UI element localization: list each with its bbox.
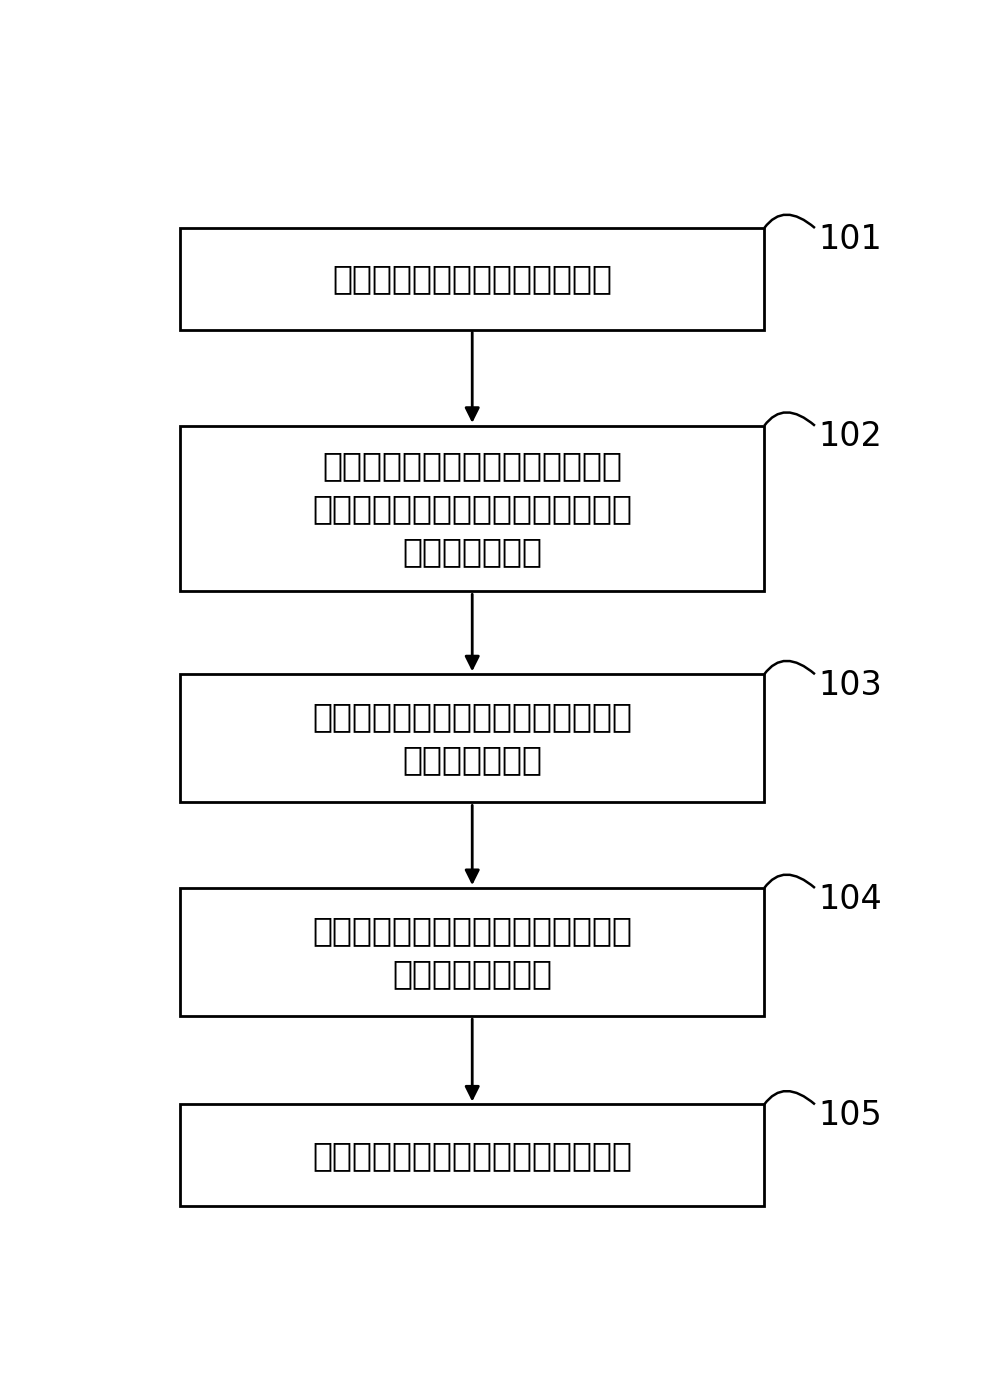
- Bar: [180, 228, 765, 329]
- Text: 计算菌核病斑所占整个油菜叶的比例: 计算菌核病斑所占整个油菜叶的比例: [313, 1138, 632, 1171]
- Text: 101: 101: [819, 222, 882, 255]
- Text: 104: 104: [819, 883, 882, 916]
- Text: 采集感染菌核病的油菜叶片图像: 采集感染菌核病的油菜叶片图像: [333, 262, 612, 296]
- Text: 将采集的图像分割获取背景网格图
像，计算单位网格所占像素数和单位
长度所占像素数: 将采集的图像分割获取背景网格图 像，计算单位网格所占像素数和单位 长度所占像素数: [313, 448, 632, 569]
- Bar: [180, 675, 765, 802]
- Bar: [180, 888, 765, 1016]
- Bar: [180, 1105, 765, 1206]
- Text: 102: 102: [819, 421, 882, 454]
- Text: 103: 103: [819, 669, 882, 702]
- Text: 提取油菜叶图像，计算油菜叶面积、
叶长度和叶宽度: 提取油菜叶图像，计算油菜叶面积、 叶长度和叶宽度: [313, 700, 632, 776]
- Bar: [180, 426, 765, 591]
- Text: 提取菌核病斑图像，计算菌核病斑的
面积、长度和宽度: 提取菌核病斑图像，计算菌核病斑的 面积、长度和宽度: [313, 913, 632, 990]
- Text: 105: 105: [819, 1099, 882, 1133]
